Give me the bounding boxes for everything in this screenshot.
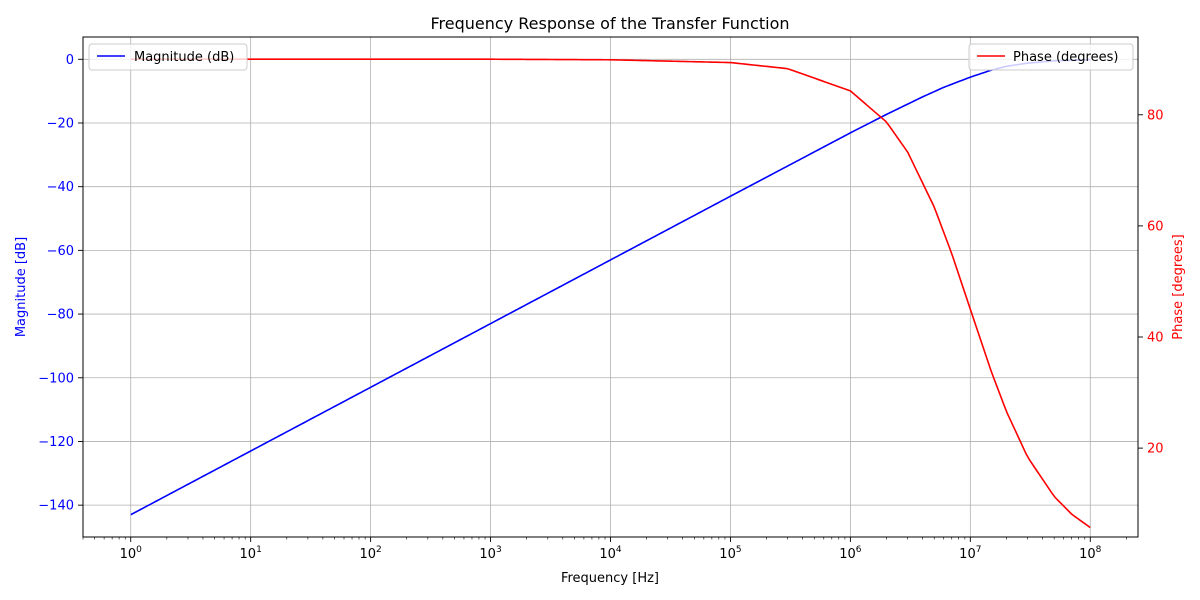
phase-series-line bbox=[130, 58, 1091, 529]
right-tick-label: 80 bbox=[1147, 108, 1164, 123]
right-tick-label: 20 bbox=[1147, 442, 1164, 457]
right-tick-label: 40 bbox=[1147, 331, 1164, 346]
right-axis-ticks: 20 40 60 80 bbox=[1138, 108, 1164, 457]
x-tick-label: 107 bbox=[959, 545, 981, 562]
x-tick-label: 106 bbox=[839, 545, 862, 562]
left-tick-label: −80 bbox=[47, 308, 74, 323]
x-axis-ticks: 100 101 102 103 104 105 106 107 108 bbox=[82, 537, 1127, 562]
x-tick-label: 103 bbox=[479, 545, 501, 562]
x-tick-label: 105 bbox=[719, 545, 741, 562]
legend-magnitude-label: Magnitude (dB) bbox=[134, 50, 234, 65]
left-axis-ticks: 0 −20 −40 −60 −80 −100 −120 −140 bbox=[38, 53, 83, 514]
right-tick-label: 60 bbox=[1147, 219, 1164, 234]
x-tick-label: 104 bbox=[599, 545, 622, 562]
left-axis-label: Magnitude [dB] bbox=[14, 237, 29, 337]
legend-phase-label: Phase (degrees) bbox=[1013, 50, 1118, 65]
right-axis-label: Phase [degrees] bbox=[1171, 234, 1186, 339]
x-tick-label: 100 bbox=[120, 545, 143, 562]
x-tick-label: 101 bbox=[240, 545, 262, 562]
legend-right: Phase (degrees) bbox=[968, 43, 1134, 71]
left-tick-label: −100 bbox=[38, 371, 74, 386]
left-tick-label: −140 bbox=[38, 499, 74, 514]
x-tick-label: 108 bbox=[1079, 545, 1102, 562]
legend-left: Magnitude (dB) bbox=[88, 43, 248, 71]
magnitude-series-line bbox=[130, 58, 1091, 516]
left-tick-label: −40 bbox=[47, 180, 74, 195]
chart-title: Frequency Response of the Transfer Funct… bbox=[431, 14, 790, 33]
left-tick-label: −20 bbox=[47, 116, 74, 131]
left-tick-label: −120 bbox=[38, 435, 74, 450]
x-axis-label: Frequency [Hz] bbox=[561, 571, 659, 586]
x-tick-label: 102 bbox=[359, 545, 381, 562]
series-layer bbox=[130, 58, 1091, 529]
grid bbox=[83, 37, 1138, 537]
left-tick-label: −60 bbox=[47, 244, 74, 259]
left-tick-label: 0 bbox=[66, 53, 74, 68]
